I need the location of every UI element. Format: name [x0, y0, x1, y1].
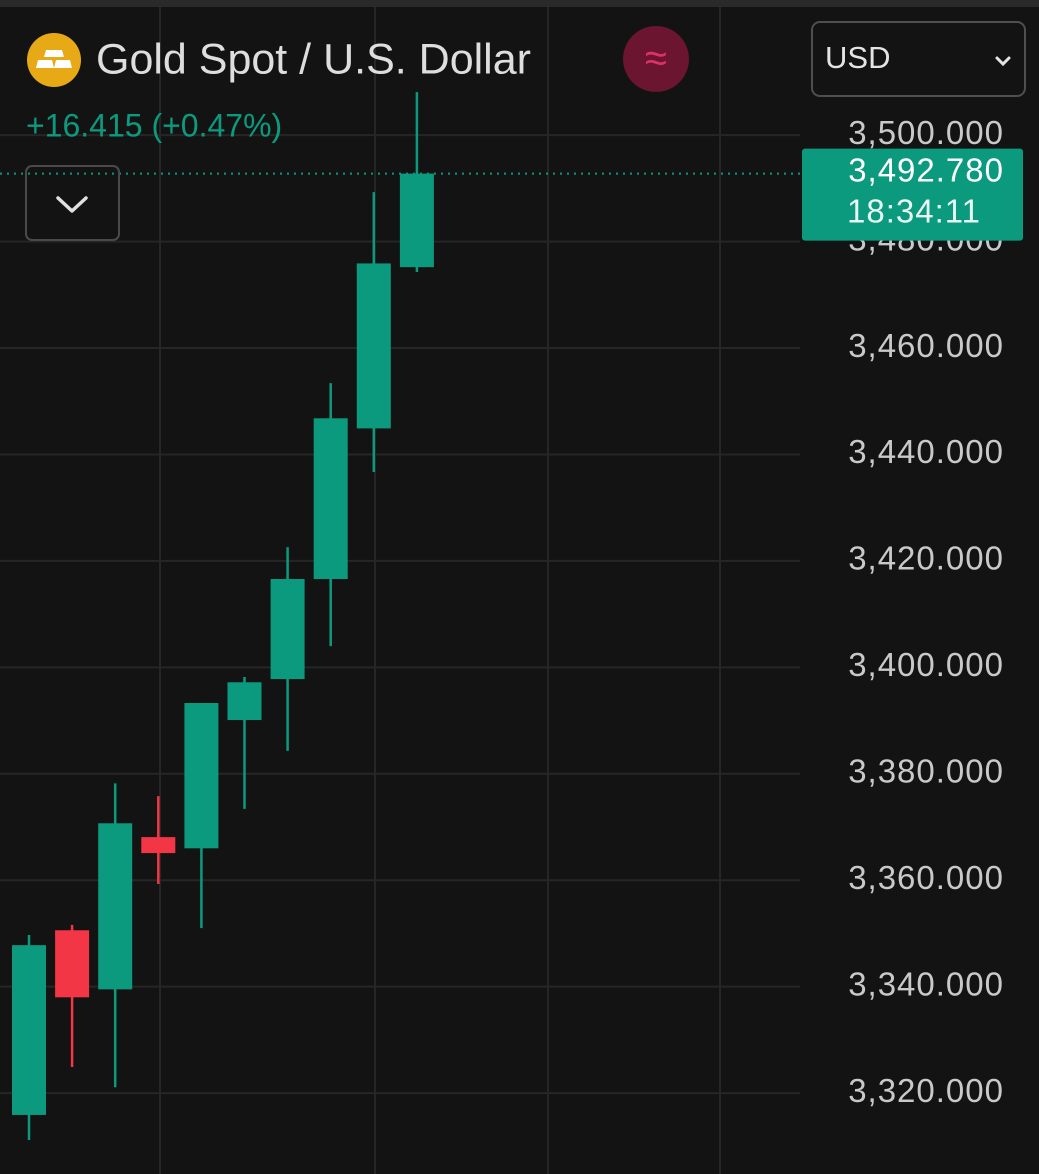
- y-tick-label: 3,320.000: [848, 1072, 1004, 1109]
- price-line-group: 3,492.780 18:34:11: [0, 148, 1023, 241]
- expand-button[interactable]: [25, 165, 120, 241]
- candle-body: [55, 930, 90, 998]
- y-tick-label: 3,400.000: [848, 646, 1004, 683]
- price-change: +16.415 (+0.47%): [26, 107, 282, 143]
- gold-bars: [36, 50, 72, 68]
- candle-body: [227, 682, 262, 721]
- candle-body: [12, 945, 46, 1115]
- y-tick-label: 3,340.000: [848, 965, 1004, 1002]
- y-tick-label: 3,380.000: [848, 753, 1004, 790]
- candle-body: [270, 579, 305, 680]
- chevron: [56, 196, 88, 213]
- candle-body: [141, 837, 176, 854]
- y-tick-label: 3,460.000: [848, 327, 1004, 364]
- candle-body: [313, 418, 348, 580]
- symbol-title: Gold Spot / U.S. Dollar: [96, 35, 531, 83]
- y-tick-label: 3,360.000: [848, 859, 1004, 896]
- select-arrow: [995, 56, 1011, 67]
- price-label-box: [802, 148, 1023, 241]
- market-icon-glyph: ≈: [645, 37, 667, 81]
- top-border: [0, 0, 1039, 7]
- price-label: 3,492.780: [848, 151, 1004, 188]
- gold-icon: [27, 33, 81, 87]
- candle-body: [184, 703, 219, 849]
- currency-label: USD: [825, 40, 890, 75]
- y-axis: 3,320.000 3,340.000 3,360.000 3,380.000 3,40…: [0, 114, 1004, 1109]
- countdown: 18:34:11: [847, 192, 981, 229]
- candle-body: [356, 263, 391, 429]
- y-tick-label: 3,420.000: [848, 540, 1004, 577]
- candle-body: [399, 173, 434, 268]
- header: Gold Spot / U.S. Dollar ≈ +16.415 (+0.47…: [25, 21, 1026, 241]
- currency-select[interactable]: [811, 21, 1026, 97]
- y-tick-label: 3,440.000: [848, 433, 1004, 470]
- y-tick-label: 3,500.000: [848, 114, 1004, 151]
- candle-body: [98, 823, 133, 990]
- market-icon[interactable]: [623, 26, 689, 92]
- candles: [12, 92, 434, 1140]
